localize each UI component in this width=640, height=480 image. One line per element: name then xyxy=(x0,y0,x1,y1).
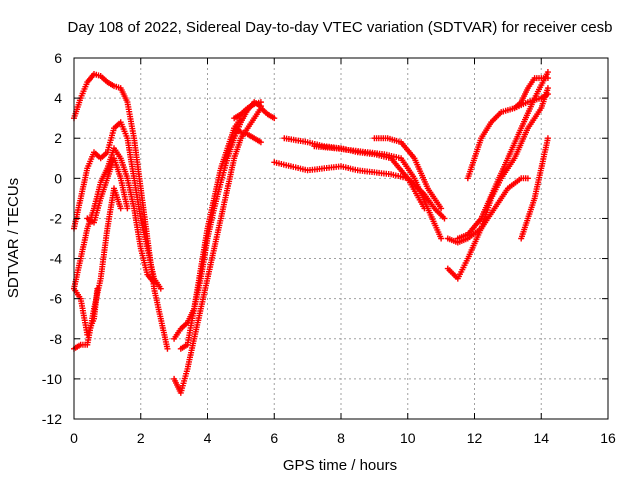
x-tick-label: 10 xyxy=(400,430,416,446)
y-tick-label: -2 xyxy=(50,210,63,226)
x-tick-label: 0 xyxy=(70,430,78,446)
x-tick-label: 12 xyxy=(467,430,483,446)
x-tick-label: 2 xyxy=(137,430,145,446)
y-tick-label: 0 xyxy=(54,170,62,186)
data-point xyxy=(257,99,264,106)
y-tick-label: -4 xyxy=(50,251,63,267)
data-point xyxy=(151,279,158,286)
y-tick-label: -6 xyxy=(50,291,63,307)
data-point xyxy=(94,285,101,292)
data-point xyxy=(441,215,448,222)
data-point xyxy=(257,139,264,146)
chart-title: Day 108 of 2022, Sidereal Day-to-day VTE… xyxy=(68,19,613,36)
data-point xyxy=(157,285,164,292)
data-point xyxy=(438,205,445,212)
series-arc-20 xyxy=(511,75,551,112)
y-axis-title: SDTVAR / TECUs xyxy=(5,178,22,298)
series-arc-7 xyxy=(171,105,278,396)
series-arc-11 xyxy=(231,125,264,146)
series-arc-4 xyxy=(71,185,124,352)
data-point xyxy=(164,345,171,352)
y-tick-label: 2 xyxy=(54,130,62,146)
series-arc-6 xyxy=(84,155,131,226)
x-axis-title: GPS time / hours xyxy=(283,457,397,474)
data-point xyxy=(438,235,445,242)
series-arc-2 xyxy=(71,119,164,292)
x-tick-label: 16 xyxy=(600,430,616,446)
data-point xyxy=(544,85,551,92)
data-point xyxy=(124,205,131,212)
y-tick-label: 4 xyxy=(54,90,62,106)
data-point xyxy=(544,91,551,98)
series-arc-18 xyxy=(454,69,551,242)
y-axis: -12 -10 -8 -6 -4 -2 0 2 4 6 xyxy=(42,50,608,427)
x-axis: 0 2 4 6 8 10 12 14 16 xyxy=(70,58,616,446)
data-point xyxy=(544,135,551,142)
y-tick-label: -8 xyxy=(50,331,63,347)
data-point xyxy=(271,115,278,122)
y-tick-label: 6 xyxy=(54,50,62,66)
x-tick-label: 14 xyxy=(533,430,549,446)
series-group xyxy=(71,69,551,396)
x-tick-label: 4 xyxy=(204,430,212,446)
series-arc-3 xyxy=(71,145,158,292)
y-tick-label: -10 xyxy=(42,371,62,387)
y-tick-label: -12 xyxy=(42,411,62,427)
series-arc-21 xyxy=(518,135,551,242)
series-arc-9 xyxy=(177,115,244,352)
series-arc-15 xyxy=(371,135,445,212)
data-point xyxy=(117,205,124,212)
series-arc-5 xyxy=(71,285,101,338)
series-arc-14 xyxy=(311,143,445,242)
x-tick-label: 8 xyxy=(337,430,345,446)
series-arc-10 xyxy=(231,99,264,122)
data-point xyxy=(524,175,531,182)
data-point xyxy=(544,69,551,76)
x-tick-label: 6 xyxy=(270,430,278,446)
data-point xyxy=(544,75,551,82)
